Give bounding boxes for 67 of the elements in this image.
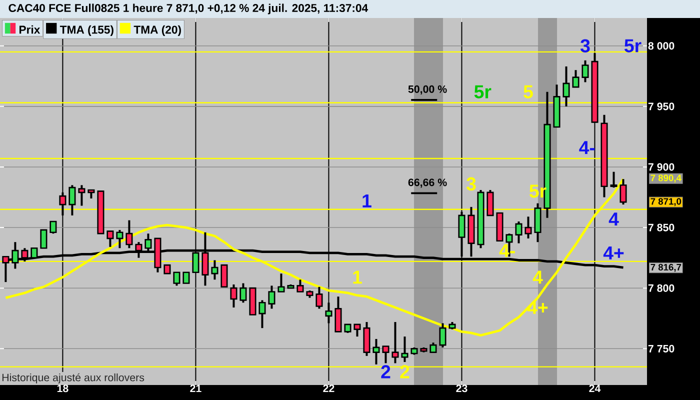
y-tick-label: 7 950 <box>648 102 674 110</box>
y-tick-label: 7 750 <box>648 344 674 352</box>
legend-label: TMA (155) <box>60 25 114 36</box>
candlestick <box>430 342 437 354</box>
candlestick <box>68 184 76 216</box>
candlestick <box>230 283 238 308</box>
text: 7 816,7 <box>650 264 682 272</box>
annotation: 5 <box>524 85 533 98</box>
candlestick <box>610 170 618 189</box>
text: 7 890,4 <box>650 174 682 183</box>
annotation: 5r <box>624 39 642 52</box>
legend-label: TMA (20) <box>134 25 181 36</box>
candlestick <box>562 65 570 108</box>
candlestick <box>296 278 304 293</box>
candlestick <box>126 219 133 250</box>
candlestick <box>392 321 399 364</box>
candlestick <box>515 220 522 244</box>
candlestick <box>40 229 48 249</box>
annotation: 4 <box>532 270 543 284</box>
annotation: 1 <box>362 194 372 208</box>
y-tick-label: 7 850 <box>648 224 674 232</box>
x-tick-label: 24 <box>589 384 601 392</box>
annotation: 3 <box>466 177 476 191</box>
candlestick <box>268 284 276 310</box>
annotation: 2 <box>381 365 390 378</box>
candlestick <box>78 184 86 207</box>
candlestick <box>316 286 323 310</box>
candlestick <box>582 59 589 84</box>
candlestick <box>354 323 361 338</box>
annotation: 66,66 % <box>408 178 447 188</box>
y-tick-label: 8 000 <box>648 42 674 50</box>
x-tick-label: 18 <box>57 384 68 392</box>
candlestick <box>116 228 124 250</box>
candlestick <box>620 178 627 206</box>
annotation: 4+ <box>603 246 624 260</box>
candlestick <box>182 272 190 284</box>
candlestick <box>334 296 342 333</box>
x-tick-label: 22 <box>323 384 334 392</box>
y-tick-label: 7 900 <box>648 163 674 171</box>
candlestick <box>240 282 247 304</box>
candlestick <box>401 336 408 363</box>
candlestick <box>486 188 494 216</box>
candlestick <box>572 69 580 88</box>
candlestick <box>258 299 266 330</box>
x-tick-label: 21 <box>190 384 202 392</box>
chart-title: CAC40 FCE Full0825 1 heure 7 871,0 +0,12 % 24 juil. 2025, 11:37:04 <box>8 4 368 14</box>
y-tick-label: 7 800 <box>648 284 674 292</box>
candlestick <box>325 302 332 324</box>
candlestick <box>211 259 218 281</box>
text: 7 871,0 <box>650 198 682 206</box>
annotation: 50,00 % <box>408 85 447 94</box>
x-tick-label: 23 <box>456 384 468 392</box>
candlestick <box>173 271 180 287</box>
annotation: 5r <box>474 85 492 98</box>
legend-label: Prix <box>20 25 40 34</box>
annotation: 3 <box>580 39 590 52</box>
candlestick <box>439 322 446 348</box>
annotation: 1 <box>353 270 362 284</box>
candlestick <box>372 338 380 366</box>
annotation: 4 <box>608 212 619 226</box>
candlestick <box>278 272 285 293</box>
candlestick <box>382 345 390 364</box>
annotation: Historique ajusté aux rollovers <box>2 373 144 384</box>
candlestick <box>220 264 228 288</box>
candlestick <box>106 230 114 248</box>
candlestick <box>524 216 532 240</box>
candlestick <box>50 220 57 235</box>
